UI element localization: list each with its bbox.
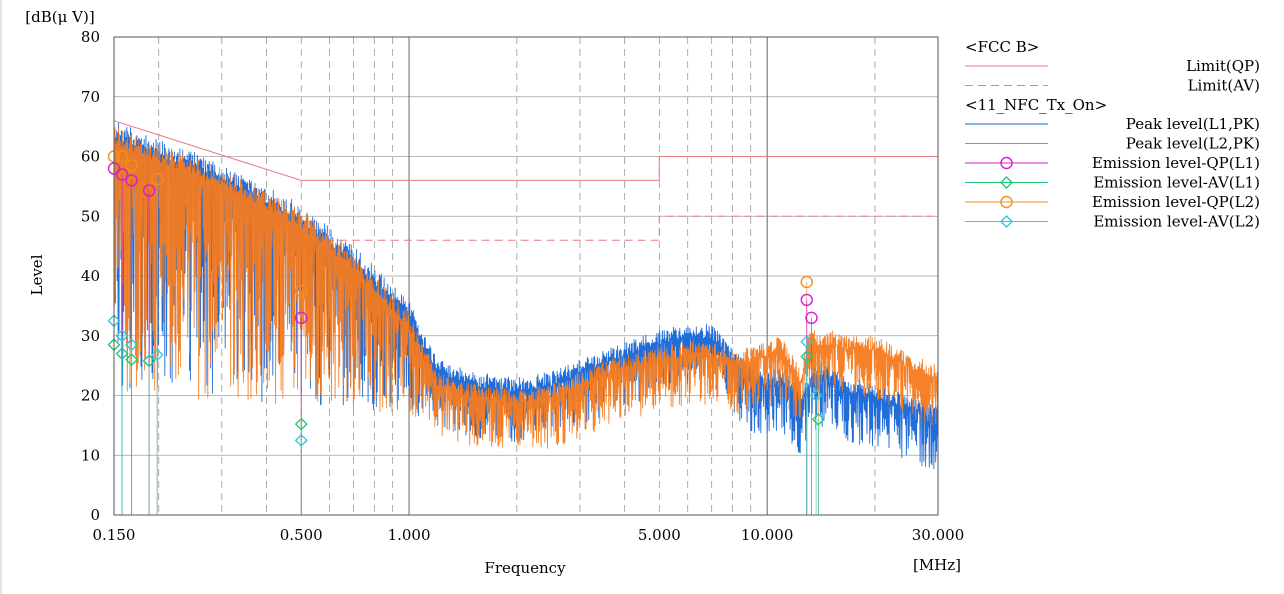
y-tick-label: 40 [81, 267, 100, 285]
peak-traces [113, 120, 939, 470]
trace-peak-l2 [113, 127, 939, 449]
x-tick-label: 30.000 [912, 526, 965, 544]
y-tick-label: 60 [81, 148, 100, 166]
legend-entry-label: Peak level(L1,PK) [1126, 115, 1260, 133]
marker-qp-l2 [150, 173, 164, 186]
x-axis-title: Frequency [484, 559, 566, 577]
y-tick-label: 20 [81, 387, 100, 405]
marker-av-l2 [809, 389, 823, 402]
emission-markers [107, 150, 825, 515]
marker-av-l1 [142, 354, 156, 368]
marker-qp-l2 [295, 284, 308, 298]
limit-qp-line [113, 120, 938, 181]
legend-entry-label: Emission level-AV(L2) [1093, 213, 1260, 231]
y-tick-label: 70 [81, 88, 100, 106]
legend-marker-av-l1 [1000, 176, 1013, 189]
legend-entry-label: Peak level(L2,PK) [1126, 135, 1260, 153]
legend: <FCC B> Limit(QP) Limit(AV) <11_NFC_Tx_On> P… [965, 38, 1260, 231]
plot-frame [113, 36, 939, 516]
y-axis-title: Level [28, 254, 46, 295]
legend-entry-label: Emission level-AV(L1) [1093, 174, 1260, 192]
marker-qp-l1 [295, 311, 308, 325]
y-tick-label: 30 [81, 327, 100, 345]
x-tick-label: 0.150 [93, 526, 136, 544]
marker-qp-l2 [115, 150, 129, 163]
marker-av-l1 [294, 417, 308, 431]
legend-entry-label: Emission level-QP(L1) [1092, 154, 1260, 172]
marker-qp-l2 [812, 362, 825, 375]
y-unit-label: [dB(μ V)] [25, 8, 94, 26]
x-tick-label: 0.500 [280, 526, 323, 544]
marker-qp-l1 [800, 293, 813, 307]
y-tick-label: 50 [81, 207, 100, 225]
marker-av-l2 [800, 335, 814, 349]
marker-av-l2 [150, 348, 164, 362]
legend-group-title: <FCC B> [965, 38, 1039, 56]
axes: 0 10 20 30 40 50 60 70 80 0.150 0.500 1.000 5.000 10.… [81, 28, 964, 544]
legend-marker-qp-l1 [1000, 156, 1013, 170]
marker-qp-l1 [805, 311, 818, 325]
legend-group-title: <11_NFC_Tx_On> [965, 96, 1107, 114]
marker-qp-l1 [142, 184, 156, 197]
marker-qp-l1 [115, 168, 129, 181]
legend-marker-qp-l2 [1000, 195, 1013, 209]
marker-av-l1 [811, 412, 825, 426]
marker-qp-l1 [125, 174, 138, 187]
y-tick-label: 0 [90, 506, 100, 524]
legend-entry-label: Limit(AV) [1188, 77, 1260, 95]
x-tick-label: 5.000 [638, 526, 681, 544]
marker-av-l2 [115, 329, 129, 343]
legend-entry-label: Emission level-QP(L2) [1092, 193, 1260, 211]
marker-qp-l2 [125, 159, 138, 172]
marker-av-l2 [125, 338, 139, 352]
x-unit-label: [MHz] [913, 556, 961, 574]
legend-entry-label: Limit(QP) [1186, 57, 1260, 75]
x-tick-label: 10.000 [741, 526, 794, 544]
x-tick-label: 1.000 [388, 526, 431, 544]
y-tick-label: 80 [81, 28, 100, 46]
y-tick-label: 10 [81, 446, 100, 464]
legend-marker-av-l2 [1000, 215, 1013, 228]
marker-qp-l2 [800, 275, 813, 289]
marker-av-l2 [294, 433, 308, 447]
